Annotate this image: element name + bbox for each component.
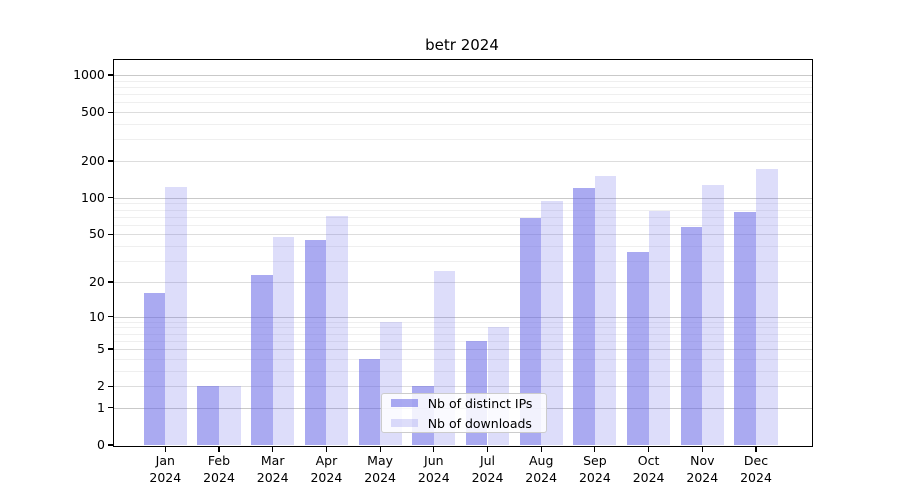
y-tick-mark [107,111,114,113]
x-tick-mark [218,446,220,452]
x-tick-mark [701,446,703,452]
gridline-y-800 [114,86,812,88]
x-tick-label-may: May 2024 [364,453,396,485]
x-tick-mark [379,446,381,452]
y-tick-mark [107,160,114,162]
legend-swatch-icon [390,419,418,428]
y-tick-label: 1000 [73,67,105,83]
y-tick-label: 1 [96,399,105,415]
x-tick-mark [540,446,542,452]
gridline-y-500 [114,112,812,114]
y-tick-label: 5 [96,341,105,357]
bar-downloads-mar [272,236,295,445]
x-tick-label-nov: Nov 2024 [686,453,719,485]
bar-distinct-ips-nov [680,226,703,445]
gridline-y-900 [114,80,812,82]
y-tick-mark [107,315,114,318]
x-tick-label-feb: Feb 2024 [203,453,235,485]
bar-downloads-sep [594,176,617,445]
bar-distinct-ips-may [358,358,381,445]
legend-label: Nb of distinct IPs [427,395,533,411]
y-tick-mark [107,74,114,76]
x-tick-mark [594,446,596,452]
y-tick-label: 50 [88,226,105,242]
bar-downloads-nov [702,184,724,445]
legend-entry-distinct-ips: Nb of distinct IPs [390,395,537,411]
chart-title: betr 2024 [425,36,499,54]
bar-distinct-ips-aug [519,218,542,445]
bar-distinct-ips-jan [143,293,166,445]
x-tick-mark [486,446,489,452]
y-tick-label: 200 [81,153,105,169]
bar-distinct-ips-dec [734,212,756,445]
y-tick-mark [107,348,114,350]
gridline-y-200 [114,161,812,163]
x-tick-mark [325,446,327,452]
bar-downloads-oct [648,211,671,445]
y-tick-mark [107,197,114,199]
x-tick-mark [648,446,650,452]
legend-swatch-icon [390,399,418,408]
bar-downloads-jan [165,187,187,445]
y-tick-mark [107,444,114,446]
y-tick-mark [107,385,114,387]
bar-downloads-aug [541,200,563,445]
legend-label: Nb of downloads [427,415,532,431]
x-tick-label-sep: Sep 2024 [578,453,611,485]
bar-distinct-ips-oct [627,251,649,445]
y-tick-mark [107,407,114,409]
gridline-y-400 [114,124,812,126]
x-tick-label-mar: Mar 2024 [256,453,289,485]
x-tick-label-dec: Dec 2024 [740,453,772,485]
y-tick-label: 500 [81,104,105,120]
legend-entry-downloads: Nb of downloads [390,415,537,431]
bar-downloads-dec [756,169,778,445]
bar-distinct-ips-sep [573,188,595,445]
x-tick-label-jun: Jun 2024 [417,453,450,485]
y-tick-label: 2 [96,378,105,394]
bar-downloads-apr [326,215,348,445]
x-tick-mark [272,446,274,452]
gridline-y-700 [114,94,812,96]
x-tick-label-aug: Aug 2024 [525,453,558,485]
x-tick-label-jul: Jul 2024 [471,453,504,485]
x-tick-mark [755,446,757,452]
bar-distinct-ips-mar [251,274,273,445]
y-tick-mark [107,281,114,283]
bar-distinct-ips-apr [304,239,327,445]
x-tick-mark [433,446,435,452]
y-tick-mark [107,233,114,236]
y-tick-label: 10 [88,308,105,324]
x-tick-label-apr: Apr 2024 [310,453,343,485]
gridline-y-300 [114,139,812,141]
bar-distinct-ips-feb [197,386,219,445]
legend: Nb of distinct IPs Nb of downloads [380,393,547,434]
bar-downloads-feb [219,386,241,445]
gridline-y-1000 [114,75,812,77]
y-tick-label: 100 [81,189,105,205]
x-tick-label-oct: Oct 2024 [632,453,665,485]
x-tick-label-jan: Jan 2024 [149,453,182,485]
y-tick-label: 0 [96,437,105,452]
x-tick-mark [164,446,166,452]
gridline-y-600 [114,102,812,104]
y-tick-label: 20 [88,273,105,289]
